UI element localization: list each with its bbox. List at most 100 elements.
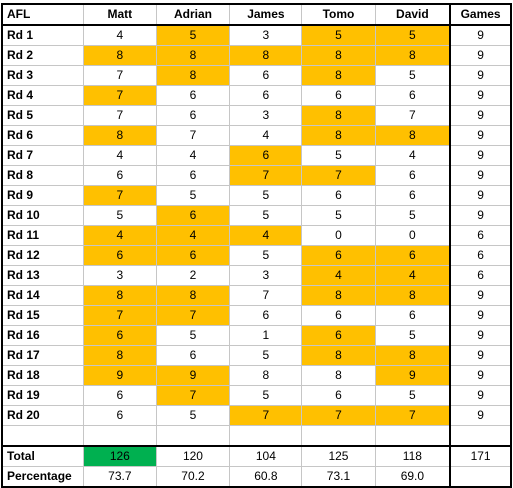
round-label[interactable]: Rd 8 (1, 165, 85, 186)
round-label[interactable]: Rd 17 (1, 345, 85, 366)
total-games-cell[interactable]: 171 (449, 445, 512, 467)
score-cell-james[interactable]: 5 (229, 245, 303, 266)
score-cell-james[interactable]: 7 (229, 285, 303, 306)
score-cell-tomo[interactable]: 7 (301, 165, 376, 186)
score-cell-david[interactable]: 9 (374, 365, 451, 386)
score-cell-matt[interactable]: 7 (83, 65, 157, 86)
score-cell-david[interactable]: 5 (374, 24, 451, 46)
round-label[interactable]: Rd 18 (1, 365, 85, 386)
score-cell-tomo[interactable]: 6 (301, 85, 376, 106)
score-cell-david[interactable]: 0 (374, 225, 451, 246)
round-label[interactable]: Rd 6 (1, 125, 85, 146)
score-cell-tomo[interactable]: 6 (301, 325, 376, 346)
score-cell-tomo[interactable]: 6 (301, 245, 376, 266)
score-cell-james[interactable]: 5 (229, 185, 303, 206)
score-cell-adrian[interactable]: 8 (155, 285, 231, 306)
score-cell-james[interactable]: 5 (229, 345, 303, 366)
score-cell-david[interactable]: 8 (374, 345, 451, 366)
player-header-tomo[interactable]: Tomo (301, 3, 376, 26)
percentage-cell-james[interactable]: 60.8 (229, 466, 303, 488)
score-cell-adrian[interactable]: 5 (155, 325, 231, 346)
score-cell-adrian[interactable]: 6 (155, 345, 231, 366)
score-cell-matt[interactable]: 9 (83, 365, 157, 386)
corner-header[interactable]: AFL (1, 3, 85, 26)
score-cell-david[interactable]: 4 (374, 265, 451, 286)
score-cell-james[interactable]: 1 (229, 325, 303, 346)
score-cell-tomo[interactable]: 8 (301, 345, 376, 366)
score-cell-matt[interactable]: 8 (83, 45, 157, 66)
games-cell[interactable]: 9 (449, 365, 512, 386)
games-cell[interactable]: 9 (449, 305, 512, 326)
score-cell-matt[interactable]: 6 (83, 385, 157, 406)
round-label[interactable]: Rd 5 (1, 105, 85, 126)
round-label[interactable]: Rd 2 (1, 45, 85, 66)
total-cell-matt[interactable]: 126 (83, 445, 157, 467)
score-cell-matt[interactable]: 6 (83, 165, 157, 186)
score-cell-matt[interactable]: 4 (83, 145, 157, 166)
round-label[interactable]: Rd 4 (1, 85, 85, 106)
score-cell-adrian[interactable]: 5 (155, 185, 231, 206)
score-cell-matt[interactable]: 7 (83, 85, 157, 106)
round-label[interactable]: Rd 3 (1, 65, 85, 86)
score-cell-tomo[interactable]: 7 (301, 405, 376, 426)
games-cell[interactable]: 9 (449, 325, 512, 346)
score-cell-tomo[interactable]: 8 (301, 365, 376, 386)
score-cell-david[interactable]: 6 (374, 185, 451, 206)
score-cell-adrian[interactable]: 5 (155, 24, 231, 46)
score-cell-matt[interactable]: 6 (83, 325, 157, 346)
score-cell-david[interactable]: 8 (374, 125, 451, 146)
score-cell-david[interactable]: 6 (374, 165, 451, 186)
percentage-games-cell[interactable] (449, 466, 512, 488)
round-label[interactable]: Rd 11 (1, 225, 85, 246)
score-cell-tomo[interactable]: 5 (301, 24, 376, 46)
percentage-label[interactable]: Percentage (1, 466, 85, 488)
score-cell-david[interactable]: 6 (374, 85, 451, 106)
score-cell-matt[interactable]: 7 (83, 305, 157, 326)
games-cell[interactable]: 9 (449, 125, 512, 146)
score-cell-david[interactable]: 6 (374, 305, 451, 326)
score-cell-james[interactable]: 3 (229, 265, 303, 286)
score-cell-matt[interactable]: 8 (83, 345, 157, 366)
games-header[interactable]: Games (449, 3, 512, 26)
score-cell-james[interactable]: 6 (229, 145, 303, 166)
score-cell-tomo[interactable]: 6 (301, 385, 376, 406)
games-cell[interactable]: 6 (449, 225, 512, 246)
score-cell-tomo[interactable]: 6 (301, 185, 376, 206)
score-cell-james[interactable]: 7 (229, 165, 303, 186)
player-header-james[interactable]: James (229, 3, 303, 26)
score-cell-david[interactable]: 4 (374, 145, 451, 166)
score-cell-james[interactable]: 3 (229, 105, 303, 126)
score-cell-adrian[interactable]: 7 (155, 125, 231, 146)
score-cell-david[interactable]: 5 (374, 205, 451, 226)
total-cell-james[interactable]: 104 (229, 445, 303, 467)
score-cell-david[interactable]: 8 (374, 285, 451, 306)
round-label[interactable]: Rd 9 (1, 185, 85, 206)
games-cell[interactable]: 9 (449, 185, 512, 206)
games-cell[interactable]: 9 (449, 65, 512, 86)
score-cell-matt[interactable]: 3 (83, 265, 157, 286)
score-cell-tomo[interactable]: 0 (301, 225, 376, 246)
score-cell-james[interactable]: 3 (229, 24, 303, 46)
score-cell-david[interactable]: 5 (374, 385, 451, 406)
round-label[interactable]: Rd 1 (1, 24, 85, 46)
round-label[interactable]: Rd 16 (1, 325, 85, 346)
score-cell-adrian[interactable]: 9 (155, 365, 231, 386)
score-cell-adrian[interactable]: 2 (155, 265, 231, 286)
games-cell[interactable]: 9 (449, 345, 512, 366)
score-cell-matt[interactable]: 7 (83, 185, 157, 206)
games-cell[interactable]: 9 (449, 45, 512, 66)
empty-cell[interactable] (1, 425, 85, 447)
score-cell-tomo[interactable]: 8 (301, 65, 376, 86)
score-cell-james[interactable]: 7 (229, 405, 303, 426)
score-cell-david[interactable]: 7 (374, 405, 451, 426)
games-cell[interactable]: 9 (449, 285, 512, 306)
games-cell[interactable]: 9 (449, 205, 512, 226)
score-cell-james[interactable]: 8 (229, 45, 303, 66)
round-label[interactable]: Rd 20 (1, 405, 85, 426)
percentage-cell-matt[interactable]: 73.7 (83, 466, 157, 488)
score-cell-adrian[interactable]: 8 (155, 45, 231, 66)
score-cell-adrian[interactable]: 4 (155, 145, 231, 166)
score-cell-james[interactable]: 5 (229, 385, 303, 406)
score-cell-adrian[interactable]: 7 (155, 305, 231, 326)
empty-cell[interactable] (374, 425, 451, 447)
